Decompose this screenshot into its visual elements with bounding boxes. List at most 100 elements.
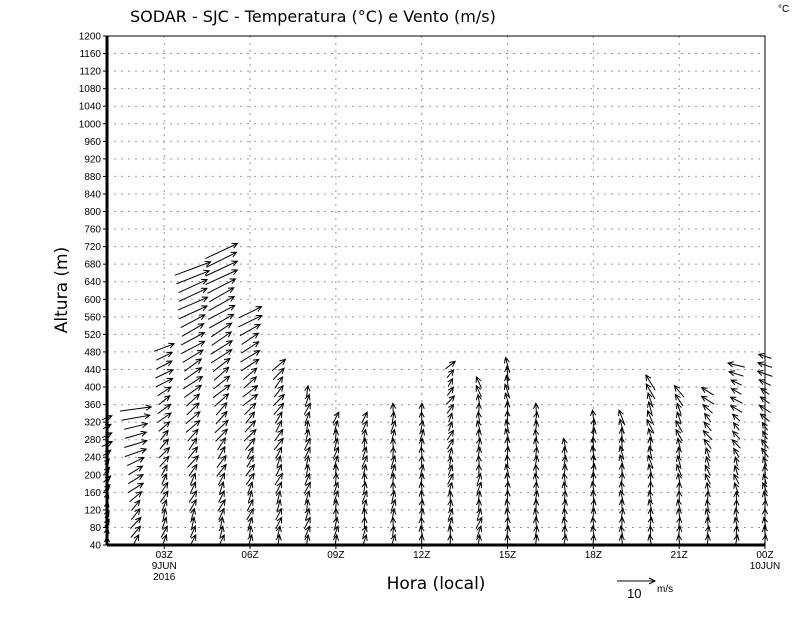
wind-arrow: [158, 394, 171, 406]
wind-arrow: [176, 269, 211, 285]
wind-arrow: [131, 499, 141, 512]
wind-arrow: [189, 525, 196, 538]
wind-arrow: [361, 428, 368, 442]
x-axis-label: Hora (local): [387, 574, 486, 594]
wind-arrow: [590, 426, 597, 443]
wind-arrow: [189, 498, 197, 512]
wind-arrow: [475, 489, 482, 503]
wind-arrow: [243, 376, 258, 389]
wind-arrow: [447, 420, 454, 432]
wind-arrow: [245, 411, 256, 424]
wind-arrow: [504, 507, 511, 521]
wind-arrow: [245, 463, 256, 477]
wind-arrow: [304, 454, 311, 468]
wind-arrow: [241, 332, 260, 345]
wind-arrow: [177, 296, 209, 311]
wind-arrow: [242, 385, 259, 398]
wind-arrow: [703, 421, 712, 432]
wind-arrow: [361, 507, 368, 521]
wind-arrow: [475, 375, 482, 389]
wind-arrow: [361, 411, 368, 424]
wind-arrow: [647, 427, 654, 443]
y-tick-label: 520: [84, 330, 101, 341]
wind-arrow: [700, 386, 715, 396]
wind-arrow: [704, 455, 711, 467]
wind-arrow: [533, 516, 540, 529]
wind-vectors: [101, 242, 773, 547]
wind-arrow: [205, 242, 239, 260]
wind-arrow: [390, 428, 397, 442]
wind-arrow: [561, 463, 568, 477]
wind-arrow: [119, 404, 153, 412]
wind-arrow: [533, 498, 540, 512]
wind-arrow: [418, 419, 425, 433]
wind-arrow: [273, 437, 284, 451]
x-tick-label: 15Z: [499, 550, 516, 561]
wind-arrow: [178, 305, 209, 320]
y-tick-label: 960: [84, 137, 101, 148]
wind-arrow: [590, 408, 597, 426]
reference-vector: 10 m/s: [617, 577, 673, 601]
wind-arrow: [174, 260, 212, 276]
wind-arrow: [210, 349, 233, 364]
wind-arrow: [700, 395, 715, 405]
x-tick-label: 00Z: [756, 550, 773, 561]
wind-arrow: [157, 386, 172, 397]
wind-arrow: [446, 386, 455, 396]
wind-arrow: [184, 358, 203, 372]
wind-arrow: [533, 507, 539, 521]
wind-arrow: [476, 525, 483, 538]
wind-arrow: [126, 457, 146, 467]
wind-arrow: [275, 489, 282, 503]
wind-arrow: [730, 379, 742, 386]
wind-arrow: [447, 516, 454, 529]
wind-arrow: [675, 419, 683, 433]
wind-arrow: [676, 402, 682, 415]
wind-arrow: [590, 444, 597, 460]
y-tick-label: 320: [84, 418, 101, 429]
wind-arrow: [304, 525, 311, 538]
wind-arrow: [245, 437, 256, 451]
wind-arrow: [157, 403, 172, 415]
wind-arrow: [533, 454, 540, 468]
wind-arrow: [190, 507, 196, 521]
wind-arrow: [704, 507, 711, 520]
wind-arrow: [361, 446, 368, 459]
wind-arrow: [247, 524, 254, 538]
wind-arrow: [590, 471, 597, 486]
wind-arrow: [533, 472, 539, 485]
wind-arrow: [361, 481, 368, 494]
wind-arrow: [418, 524, 425, 538]
wind-arrow: [503, 356, 511, 373]
wind-arrow: [304, 411, 311, 424]
wind-arrow: [275, 516, 283, 530]
y-tick-label: 920: [84, 154, 101, 165]
x-tick-label: 09Z: [327, 550, 344, 561]
wind-arrow: [447, 377, 454, 387]
wind-arrow: [704, 412, 712, 423]
wind-arrow: [303, 516, 311, 530]
wind-arrow: [245, 472, 255, 486]
wind-arrow: [475, 402, 482, 415]
wind-arrow: [647, 507, 654, 521]
wind-arrow: [215, 410, 228, 425]
wind-arrow: [361, 524, 368, 538]
wind-arrow: [618, 435, 625, 452]
wind-arrow: [159, 455, 170, 468]
wind-arrow: [127, 473, 144, 485]
wind-arrow: [274, 411, 283, 424]
wind-arrow: [215, 401, 228, 416]
wind-arrow: [333, 489, 339, 503]
wind-arrow: [243, 428, 257, 442]
wind-arrow: [212, 357, 231, 373]
wind-arrow: [390, 489, 397, 503]
wind-arrow: [275, 481, 283, 494]
wind-arrow: [733, 516, 740, 529]
wind-arrow: [702, 429, 713, 441]
wind-arrow: [130, 525, 142, 538]
wind-arrow: [216, 454, 227, 468]
wind-arrow: [332, 498, 339, 512]
wind-arrow: [447, 490, 454, 503]
y-tick-label: 1080: [79, 84, 102, 95]
wind-arrow: [447, 472, 454, 485]
